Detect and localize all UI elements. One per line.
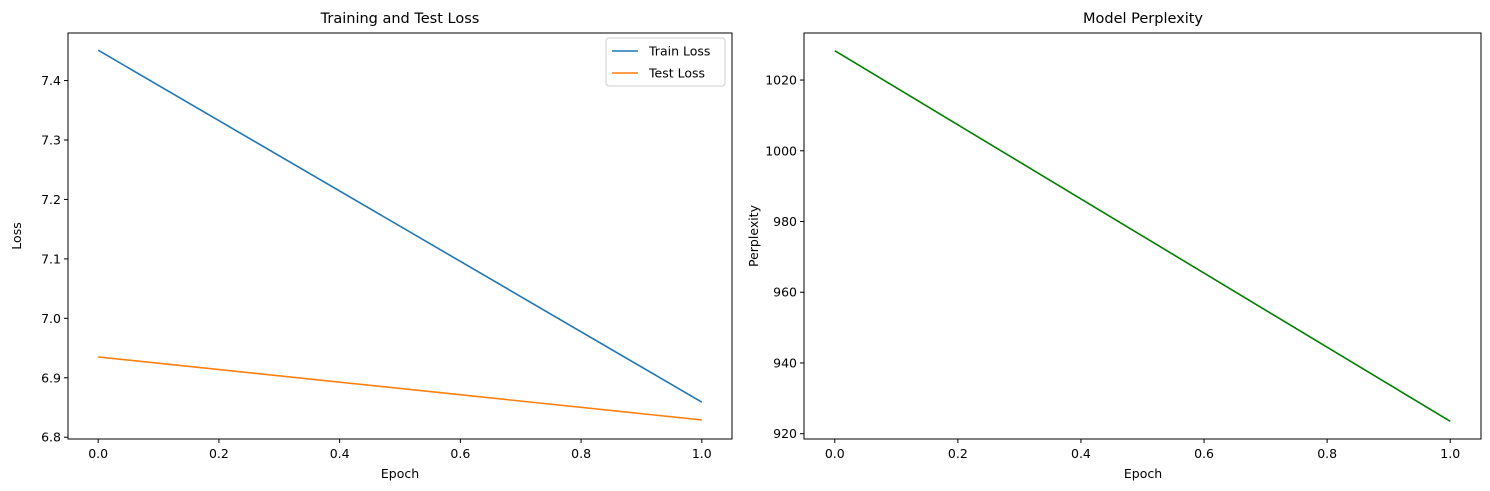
perplexity-y-ticks: 920 940 960 980 1000 1020 [765, 73, 804, 441]
y-tick-label: 960 [773, 285, 797, 300]
y-tick-label: 7.3 [41, 132, 61, 147]
perplexity-plot-area [803, 32, 1482, 440]
x-tick-label: 0.2 [209, 446, 229, 461]
y-tick-label: 7.4 [41, 73, 61, 88]
y-tick-label: 1020 [765, 73, 797, 88]
y-tick-label: 7.2 [41, 192, 61, 207]
x-tick-label: 0.0 [825, 446, 845, 461]
y-tick-label: 7.0 [41, 311, 61, 326]
y-tick-label: 1000 [765, 143, 797, 158]
y-tick-label: 940 [773, 355, 797, 370]
x-tick-label: 0.4 [330, 446, 350, 461]
x-tick-label: 0.8 [571, 446, 591, 461]
x-tick-label: 0.2 [948, 446, 968, 461]
loss-y-axis-label: Loss [9, 222, 24, 249]
loss-legend: Train Loss Test Loss [605, 37, 726, 87]
legend-box [605, 37, 726, 87]
x-tick-label: 0.6 [450, 446, 470, 461]
perplexity-series-lines [834, 49, 1451, 423]
train-loss-line [97, 49, 703, 403]
loss-chart: Training and Test Loss Epoch Loss 0.0 0.2… [9, 11, 733, 481]
perplexity-x-axis-label: Epoch [1124, 466, 1162, 481]
y-tick-label: 980 [773, 214, 797, 229]
perplexity-y-axis-label: Perplexity [746, 204, 761, 267]
x-tick-label: 0.0 [88, 446, 108, 461]
x-tick-label: 1.0 [692, 446, 712, 461]
legend-label-train-loss: Train Loss [648, 44, 710, 59]
x-tick-label: 0.8 [1317, 446, 1337, 461]
loss-x-axis-label: Epoch [381, 466, 419, 481]
test-loss-line [98, 356, 702, 421]
perplexity-x-ticks: 0.0 0.2 0.4 0.6 0.8 1.0 [825, 439, 1460, 461]
y-tick-label: 920 [773, 426, 797, 441]
x-tick-label: 0.4 [1071, 446, 1091, 461]
perplexity-chart-title: Model Perplexity [1083, 11, 1203, 27]
y-tick-label: 6.9 [41, 370, 61, 385]
loss-series-lines [97, 49, 703, 421]
loss-y-ticks: 6.8 6.9 7.0 7.1 7.2 7.3 7.4 [41, 73, 68, 445]
loss-plot-area [67, 32, 733, 440]
series-0-line [834, 49, 1451, 423]
loss-x-ticks: 0.0 0.2 0.4 0.6 0.8 1.0 [88, 439, 712, 461]
y-tick-label: 7.1 [41, 251, 61, 266]
x-tick-label: 0.6 [1194, 446, 1214, 461]
x-tick-label: 1.0 [1440, 446, 1460, 461]
y-tick-label: 6.8 [41, 430, 61, 445]
loss-chart-title: Training and Test Loss [320, 11, 480, 27]
perplexity-chart: Model Perplexity Epoch Perplexity 0.0 0.2… [746, 11, 1482, 481]
legend-label-test-loss: Test Loss [648, 66, 705, 81]
